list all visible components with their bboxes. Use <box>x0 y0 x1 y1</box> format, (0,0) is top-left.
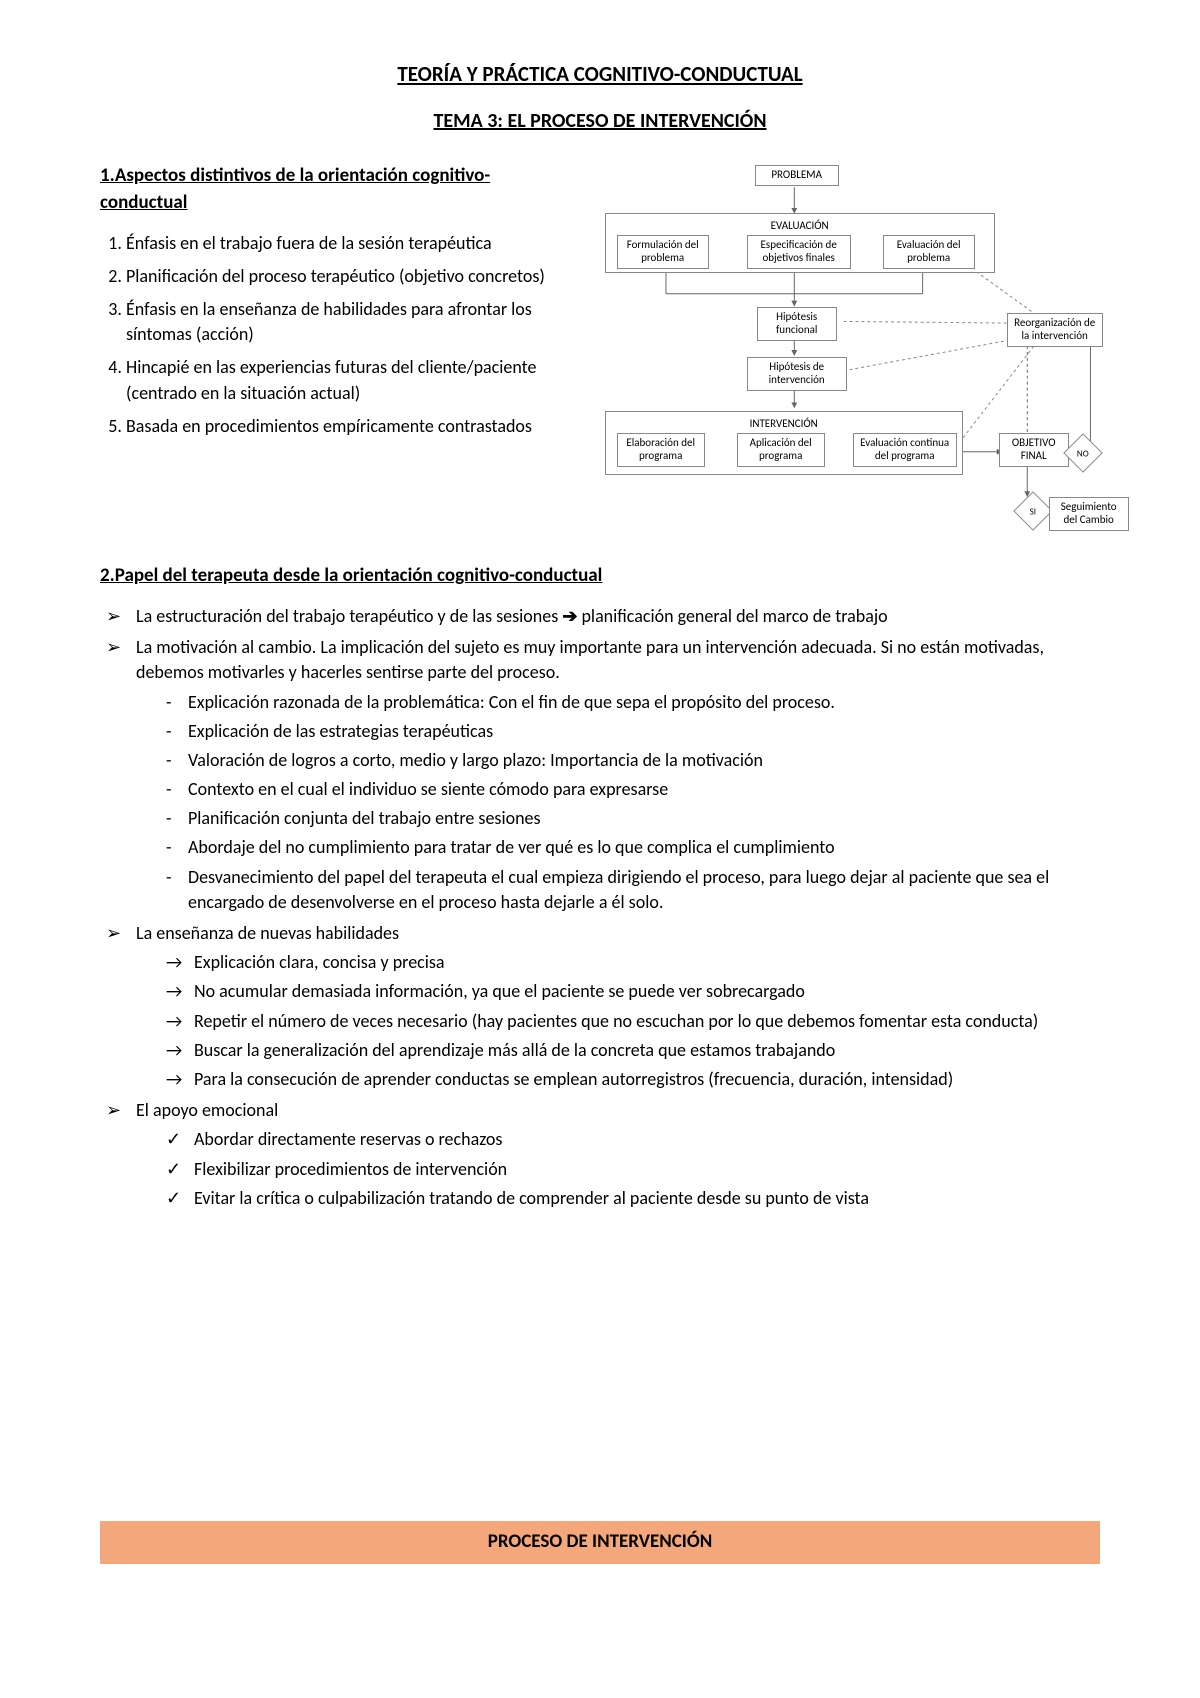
main-title: TEORÍA Y PRÁCTICA COGNITIVO-CONDUCTUAL <box>100 60 1100 89</box>
list-item: Basada en procedimientos empíricamente c… <box>126 414 567 439</box>
fc-no-diamond: NO <box>1063 434 1103 474</box>
fc-objetivo-final: OBJETIVO FINAL <box>999 433 1069 466</box>
fc-no-text: NO <box>1068 449 1096 462</box>
fc-reorganizacion: Reorganización de la intervención <box>1007 313 1103 346</box>
fc-hip-funcional: Hipótesis funcional <box>757 307 837 340</box>
fc-aplicacion: Aplicación del programa <box>737 433 825 466</box>
text: La motivación al cambio. La implicación … <box>136 636 1044 683</box>
list-item: Énfasis en el trabajo fuera de la sesión… <box>126 231 567 256</box>
list-item: Valoración de logros a corto, medio y la… <box>166 748 1100 773</box>
fc-especificacion: Especificación de objetivos finales <box>747 235 851 268</box>
list-item: Planificación conjunta del trabajo entre… <box>166 806 1100 831</box>
arrow-icon: ➔ <box>562 605 577 627</box>
list-item: Desvanecimiento del papel del terapeuta … <box>166 865 1100 915</box>
sub-list: Explicación clara, concisa y precisa No … <box>136 950 1100 1092</box>
sub-list: Explicación razonada de la problemática:… <box>136 690 1100 916</box>
list-item: Para la consecución de aprender conducta… <box>166 1067 1100 1092</box>
fc-eval-problema: Evaluación del problema <box>883 235 975 268</box>
list-item: La enseñanza de nuevas habilidades Expli… <box>106 921 1100 1092</box>
list-item: Evitar la crítica o culpabilización trat… <box>166 1186 1100 1211</box>
text: El apoyo emocional <box>136 1099 278 1121</box>
sub-list: Abordar directamente reservas o rechazos… <box>136 1127 1100 1211</box>
fc-si-text: SI <box>1018 507 1046 520</box>
list-item: La motivación al cambio. La implicación … <box>106 635 1100 915</box>
section-1-list: Énfasis en el trabajo fuera de la sesión… <box>100 231 567 439</box>
list-item: Flexibilizar procedimientos de intervenc… <box>166 1157 1100 1182</box>
flowchart: PROBLEMA EVALUACIÓN Formulación del prob… <box>587 163 1100 543</box>
fc-si-diamond: SI <box>1013 492 1053 532</box>
list-item: Abordaje del no cumplimiento para tratar… <box>166 835 1100 860</box>
list-item: Explicación razonada de la problemática:… <box>166 690 1100 715</box>
list-item: Repetir el número de veces necesario (ha… <box>166 1009 1100 1034</box>
fc-elaboracion: Elaboración del programa <box>617 433 705 466</box>
fc-evaluacion-label: EVALUACIÓN <box>606 218 994 233</box>
text: La enseñanza de nuevas habilidades <box>136 922 399 944</box>
list-item: El apoyo emocional Abordar directamente … <box>106 1098 1100 1211</box>
list-item: Explicación clara, concisa y precisa <box>166 950 1100 975</box>
fc-hip-intervencion: Hipótesis de intervención <box>747 357 847 390</box>
list-item: No acumular demasiada información, ya qu… <box>166 979 1100 1004</box>
section-2-heading: 2.Papel del terapeuta desde la orientaci… <box>100 563 1100 590</box>
section-1-heading: 1.Aspectos distintivos de la orientación… <box>100 163 567 216</box>
list-item: Abordar directamente reservas o rechazos <box>166 1127 1100 1152</box>
fc-seguimiento: Seguimiento del Cambio <box>1049 497 1129 530</box>
text: La estructuración del trabajo terapéutic… <box>136 605 562 627</box>
list-item: Planificación del proceso terapéutico (o… <box>126 264 567 289</box>
list-item: Hincapié en las experiencias futuras del… <box>126 355 567 405</box>
fc-intervencion-label: INTERVENCIÓN <box>606 416 962 431</box>
section-2-list: La estructuración del trabajo terapéutic… <box>100 604 1100 1211</box>
footer-banner: PROCESO DE INTERVENCIÓN <box>100 1521 1100 1564</box>
flowchart-container: PROBLEMA EVALUACIÓN Formulación del prob… <box>587 163 1100 543</box>
list-item: Explicación de las estrategias terapéuti… <box>166 719 1100 744</box>
top-section: 1.Aspectos distintivos de la orientación… <box>100 163 1100 543</box>
list-item: Buscar la generalización del aprendizaje… <box>166 1038 1100 1063</box>
list-item: La estructuración del trabajo terapéutic… <box>106 604 1100 629</box>
text: planificación general del marco de traba… <box>577 605 887 627</box>
sub-title: TEMA 3: EL PROCESO DE INTERVENCIÓN <box>100 107 1100 135</box>
fc-formulacion: Formulación del problema <box>617 235 709 268</box>
section-1: 1.Aspectos distintivos de la orientación… <box>100 163 567 543</box>
fc-eval-continua: Evaluación continua del programa <box>853 433 957 466</box>
list-item: Énfasis en la enseñanza de habilidades p… <box>126 297 567 347</box>
list-item: Contexto en el cual el individuo se sien… <box>166 777 1100 802</box>
fc-problema: PROBLEMA <box>755 165 839 186</box>
